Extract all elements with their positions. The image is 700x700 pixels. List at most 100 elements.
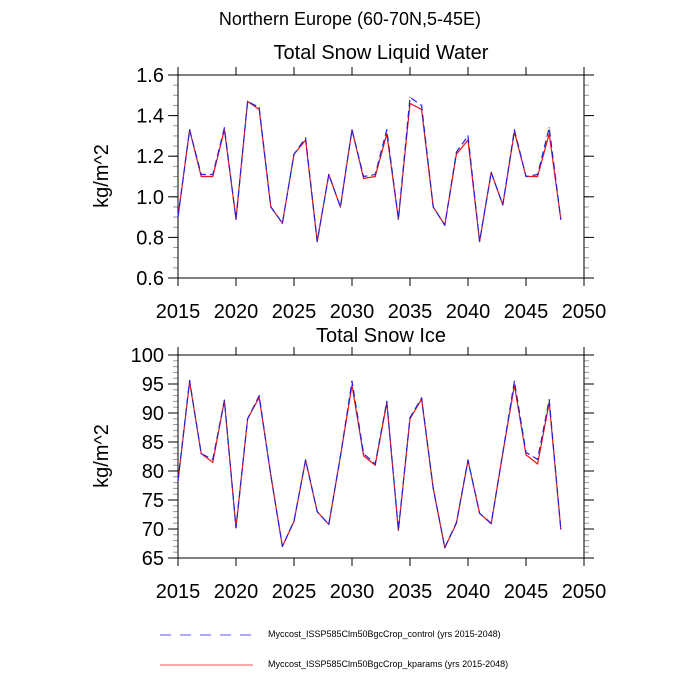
data-point-control [189, 379, 191, 382]
plot-frame [177, 74, 585, 279]
series-line-control [177, 96, 562, 243]
data-point-control [293, 520, 295, 522]
data-point-control [281, 545, 283, 548]
x-tick-label: 2030 [330, 301, 375, 323]
data-point-control [386, 400, 388, 402]
data-point-control [444, 547, 446, 549]
data-point-kparams [525, 454, 527, 456]
data-point-control [293, 153, 295, 155]
y-tick-label: 0.6 [136, 268, 164, 290]
data-point-control [502, 452, 504, 454]
y-tick-label: 1.6 [136, 65, 164, 87]
data-point-control [339, 206, 341, 208]
data-point-control [374, 463, 376, 465]
x-tick-label: 2050 [562, 301, 607, 323]
data-point-control [548, 399, 550, 401]
data-point-control [212, 458, 214, 460]
x-tick-label: 2050 [562, 581, 607, 603]
y-tick-label: 85 [142, 432, 164, 454]
data-point-control [432, 487, 434, 489]
panel-2-title: Total Snow Ice [315, 325, 447, 347]
data-point-kparams [386, 133, 388, 135]
y-axis-label: kg/m^2 [91, 144, 113, 208]
series-line-kparams [177, 381, 562, 549]
x-tick-label: 2035 [388, 301, 433, 323]
x-tick-label: 2020 [214, 301, 259, 323]
panel-snow-liquid-water: 0.6 0.8 1.0 1.2 1.4 1.6 2015 2020 2025 2030 2035 20… [91, 65, 606, 323]
panel-snow-ice: 65 70 75 80 85 90 95 100 2015 2020 2025 2030 2035 204… [91, 345, 606, 603]
data-point-control [305, 459, 307, 461]
data-point-control [200, 173, 202, 176]
y-tick-label: 70 [142, 519, 164, 541]
data-point-kparams [374, 464, 376, 466]
y-tick-label: 1.0 [136, 187, 164, 209]
data-point-kparams [363, 455, 365, 457]
data-point-kparams [537, 463, 539, 465]
data-point-control [258, 395, 260, 397]
data-point-control [363, 175, 365, 178]
data-point-control [537, 173, 539, 176]
data-point-control [560, 218, 562, 220]
x-tick-label: 2045 [504, 301, 549, 323]
data-point-control [490, 171, 492, 173]
data-point-kparams [212, 461, 214, 463]
data-point-control [444, 224, 446, 226]
data-point-control [513, 129, 516, 131]
data-point-control [212, 173, 214, 176]
data-point-kparams [200, 175, 202, 178]
x-tick-label: 2030 [330, 581, 375, 603]
legend-label-control: Myccost_ISSP585Clm50BgcCrop_control (yrs… [268, 629, 501, 639]
data-point-control [305, 137, 307, 139]
data-point-control [455, 522, 457, 524]
data-point-control [421, 104, 423, 107]
x-tick-label: 2045 [504, 581, 549, 603]
data-point-control [525, 451, 527, 453]
data-point-control [258, 106, 260, 109]
data-point-control [247, 100, 249, 102]
data-point-control [386, 129, 388, 131]
y-tick-label: 100 [131, 345, 164, 367]
x-tick-label: 2015 [156, 301, 201, 323]
data-point-control [339, 455, 341, 458]
data-point-control [200, 453, 202, 455]
data-point-control [467, 135, 469, 137]
data-point-kparams [374, 175, 376, 178]
series-line-kparams [177, 100, 562, 243]
legend-label-kparams: Myccost_ISSP585Clm50BgcCrop_kparams (yrs… [268, 659, 509, 669]
data-point-control [328, 523, 330, 526]
legend [160, 634, 253, 666]
panel-1-title: Total Snow Liquid Water [273, 42, 489, 64]
data-point-control [479, 240, 481, 243]
series-line-control [177, 379, 562, 549]
y-tick-label: 95 [142, 374, 164, 396]
data-point-control [351, 380, 353, 382]
data-point-control [223, 127, 225, 129]
data-point-control [525, 175, 527, 178]
x-tick-label: 2025 [272, 301, 317, 323]
y-tick-label: 90 [142, 403, 164, 425]
x-tick-label: 2035 [388, 581, 433, 603]
data-point-control [374, 173, 376, 176]
data-point-control [316, 511, 318, 513]
data-point-control [270, 474, 272, 476]
data-point-kparams [537, 175, 539, 178]
data-point-control [397, 218, 399, 220]
data-point-control [363, 453, 365, 455]
plot-frame [177, 354, 585, 559]
data-point-kparams [455, 153, 457, 155]
data-point-control [560, 528, 562, 530]
data-point-control [316, 240, 318, 243]
data-point-control [328, 173, 330, 176]
data-point-control [409, 417, 411, 419]
x-tick-label: 2040 [446, 581, 491, 603]
data-point-control [270, 206, 272, 208]
y-tick-label: 65 [142, 548, 164, 570]
data-point-control [502, 204, 504, 206]
data-point-kparams [363, 177, 365, 180]
y-tick-label: 0.8 [136, 227, 164, 249]
data-point-control [409, 96, 411, 98]
figure-suptitle: Northern Europe (60-70N,5-45E) [218, 9, 482, 29]
data-point-control [548, 127, 550, 129]
data-point-control [537, 458, 539, 460]
y-tick-label: 1.4 [136, 106, 164, 128]
